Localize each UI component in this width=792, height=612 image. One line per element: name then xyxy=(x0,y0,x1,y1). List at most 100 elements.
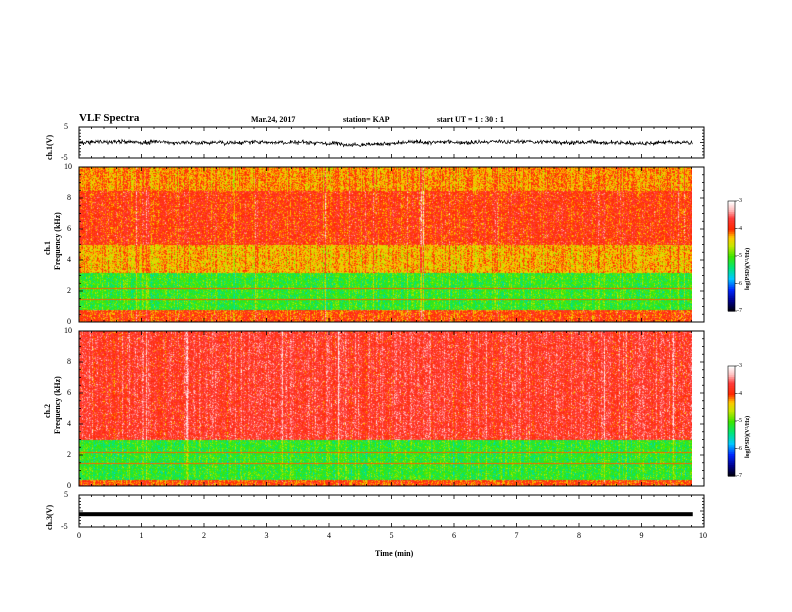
ch1s-colorbar-cell xyxy=(728,285,735,288)
ch1s-colorbar-cell xyxy=(728,237,735,241)
ch1s-colorbar-tick-label--5: -5 xyxy=(737,253,742,259)
ch2s-colorbar-cell xyxy=(728,468,735,472)
ch2s-ytick-label-8: 8 xyxy=(67,357,71,366)
x-tick-label-6: 6 xyxy=(452,531,456,540)
ch2s-colorbar-cell xyxy=(728,369,735,373)
ch1s-colorbar-cell xyxy=(728,215,735,219)
ch2s-colorbar-cell xyxy=(728,377,735,380)
ch2s-colorbar-cell xyxy=(728,426,735,429)
start-time-label: start UT = 1 : 30 : 1 xyxy=(437,115,504,124)
ch1s-colorbar-cell xyxy=(728,226,735,230)
ch2s-colorbar-cell xyxy=(728,378,735,382)
ch2s-colorbar-cell xyxy=(728,395,735,398)
ch1s-colorbar-cell xyxy=(728,290,735,294)
ch2s-colorbar-cell xyxy=(728,463,735,466)
ch2s-colorbar-cell xyxy=(728,367,735,371)
ch2s-ytick-label-10: 10 xyxy=(64,326,72,335)
ch1s-colorbar-cell xyxy=(728,221,735,224)
ch2s-colorbar-cell xyxy=(728,457,735,461)
ch1s-ytick-label-2: 2 xyxy=(67,286,71,295)
ch1-waveform-line xyxy=(78,138,693,148)
ch2s-colorbar-cell xyxy=(728,446,735,450)
ch2s-colorbar-cell xyxy=(728,380,735,384)
ch2s-colorbar-cell xyxy=(728,366,735,369)
ch1s-colorbar-cell xyxy=(728,263,735,266)
x-tick-label-10: 10 xyxy=(699,531,707,540)
ch2s-colorbar-cell xyxy=(728,465,735,468)
ch1s-ytick-label-4: 4 xyxy=(67,255,71,264)
ch2s-colorbar-cell xyxy=(728,404,735,407)
ch1s-colorbar-cell xyxy=(728,210,735,213)
ch1s-colorbar-cell xyxy=(728,212,735,215)
ch3w-ytick-label-bottom: -5 xyxy=(61,522,68,531)
ch1-spectrogram-image xyxy=(79,167,692,322)
ch1s-colorbar-cell xyxy=(728,245,735,248)
ch3w-ytick-label-top: 5 xyxy=(64,490,68,499)
ch2s-colorbar-cell xyxy=(728,472,735,475)
ch1s-colorbar-cell xyxy=(728,305,735,308)
ch1s-colorbar-cell xyxy=(728,283,735,286)
ch1s-colorbar-cell xyxy=(728,254,735,257)
ch3w-frame xyxy=(78,494,705,528)
x-tick-label-2: 2 xyxy=(202,531,206,540)
ch1s-colorbar-cell xyxy=(728,217,735,220)
x-tick-label-3: 3 xyxy=(264,531,269,540)
ch2s-colorbar-cell xyxy=(728,421,735,424)
ch2s-colorbar-tick-label--6: -6 xyxy=(737,445,742,452)
ch1s-colorbar-cell xyxy=(728,267,735,270)
ch2s-colorbar-cell xyxy=(728,437,735,440)
chart-title: VLF Spectra xyxy=(79,112,140,124)
ch2s-colorbar-cell xyxy=(728,397,735,400)
ch2s-colorbar-cell xyxy=(728,422,735,426)
ch2s-colorbar-cell xyxy=(728,444,735,448)
ch1s-colorbar-tick-label--6: -6 xyxy=(737,280,742,287)
ch1s-colorbar-cell xyxy=(728,234,735,237)
ch1s-colorbar-cell xyxy=(728,289,735,292)
ch2s-colorbar-cell xyxy=(728,439,735,442)
ch1s-colorbar-cell xyxy=(728,279,735,283)
ch2s-colorbar-cell xyxy=(728,432,735,435)
ch2s-ytick-label-4: 4 xyxy=(67,419,71,428)
ch2s-colorbar-cell xyxy=(728,452,735,455)
ch2s-ytick-label-2: 2 xyxy=(67,450,71,459)
ch2s-colorbar-cell xyxy=(728,461,735,464)
ch2s-colorbar-cell xyxy=(728,443,735,446)
ch2s-colorbar-cell xyxy=(728,417,735,420)
ch2s-ytick-label-6: 6 xyxy=(67,388,71,397)
ch1s-colorbar-cell xyxy=(728,265,735,268)
ch1s-colorbar-cell xyxy=(728,202,735,206)
ch1w-ytick-label-top: 5 xyxy=(64,122,68,131)
ch3-waveform-line xyxy=(79,512,693,517)
ch1s-ytick-label-8: 8 xyxy=(67,193,71,202)
ch1s-colorbar-cell xyxy=(728,268,735,272)
ch1s-colorbar-cell xyxy=(728,309,735,312)
ch2s-colorbar-tick-label--4: -4 xyxy=(737,390,742,397)
ch2s-colorbar-cell xyxy=(728,454,735,457)
ch2s-colorbar-cell xyxy=(728,371,735,374)
ch1s-colorbar-cell xyxy=(728,259,735,263)
ch2s-colorbar-cell xyxy=(728,408,735,411)
x-tick-label-1: 1 xyxy=(139,531,144,540)
ch1s-colorbar-cell xyxy=(728,201,735,204)
ch2s-colorbar-cell xyxy=(728,393,735,396)
ch2s-colorbar-cell xyxy=(728,450,735,453)
ch1s-colorbar-cell xyxy=(728,303,735,307)
ch1s-colorbar-cell xyxy=(728,278,735,281)
ch1s-colorbar-cell xyxy=(728,248,735,252)
ch1s-colorbar-cell xyxy=(728,219,735,222)
ch2s-colorbar-cell xyxy=(728,386,735,389)
ch1s-colorbar-cell xyxy=(728,239,735,242)
ch2s-colorbar-cell xyxy=(728,430,735,433)
x-tick-label-8: 8 xyxy=(577,531,581,540)
ch1s-ytick-label-0: 0 xyxy=(67,317,71,326)
ch1s-ytick-label-6: 6 xyxy=(67,224,71,233)
ch1s-colorbar-cell xyxy=(728,224,735,228)
ch2s-colorbar-cell xyxy=(728,448,735,451)
x-tick-label-7: 7 xyxy=(514,531,519,540)
ch1s-colorbar-cell xyxy=(728,250,735,253)
ch2s-colorbar-cell xyxy=(728,466,735,470)
ch2s-colorbar-cell xyxy=(728,410,735,413)
ch2s-colorbar-cell xyxy=(728,375,735,378)
ch1s-colorbar-cell xyxy=(728,292,735,296)
